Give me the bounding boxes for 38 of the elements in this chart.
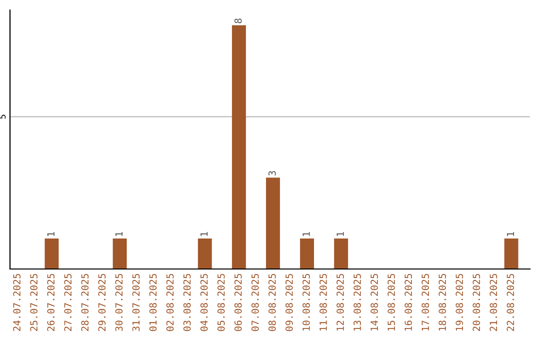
- x-tick-label: 15.08.2025: [388, 274, 395, 331]
- data-label: 8: [234, 18, 242, 24]
- data-label: 3: [268, 171, 276, 176]
- x-tick-label: 21.08.2025: [490, 274, 498, 331]
- x-tick-label: 13.08.2025: [354, 274, 361, 331]
- data-label: 1: [506, 232, 514, 236]
- x-tick-label: 18.08.2025: [438, 274, 446, 331]
- data-label: 1: [302, 232, 310, 236]
- x-tick-label: 29.07.2025: [98, 274, 106, 331]
- x-tick-label: 19.08.2025: [456, 274, 464, 331]
- x-tick-label: 03.08.2025: [183, 274, 191, 332]
- x-tick-label: 07.08.2025: [251, 274, 259, 332]
- data-label: 1: [115, 232, 122, 236]
- data-label: 1: [200, 232, 208, 236]
- x-tick-label: 17.08.2025: [422, 274, 430, 331]
- x-tick-label: 28.07.2025: [81, 274, 89, 331]
- x-tick-label: 14.08.2025: [370, 274, 378, 331]
- data-label: 1: [336, 232, 344, 236]
- data-label: 1: [47, 232, 54, 236]
- x-tick-label: 05.08.2025: [217, 274, 225, 332]
- x-tick-label: 08.08.2025: [268, 274, 276, 332]
- x-tick-label: 24.07.2025: [13, 274, 21, 331]
- x-tick-label: 09.08.2025: [285, 274, 293, 332]
- x-tick-label: 31.07.2025: [132, 274, 140, 332]
- x-tick-label: 12.08.2025: [336, 274, 344, 331]
- x-tick-label: 16.08.2025: [404, 274, 412, 331]
- x-tick-label: 04.08.2025: [200, 274, 208, 332]
- x-tick-label: 01.08.2025: [149, 274, 157, 332]
- x-tick-label: 30.07.2025: [115, 274, 123, 332]
- x-tick-label: 02.08.2025: [166, 274, 174, 332]
- x-tick-label: 27.07.2025: [64, 274, 72, 331]
- x-tick-label: 20.08.2025: [472, 274, 480, 331]
- x-tick-label: 22.08.2025: [506, 274, 514, 331]
- x-tick-label: 10.08.2025: [302, 274, 310, 331]
- x-tick-label: 11.08.2025: [320, 274, 327, 331]
- x-tick-label: 25.07.2025: [30, 274, 38, 331]
- x-tick-label: 06.08.2025: [234, 274, 242, 332]
- x-tick-label: 26.07.2025: [47, 274, 55, 331]
